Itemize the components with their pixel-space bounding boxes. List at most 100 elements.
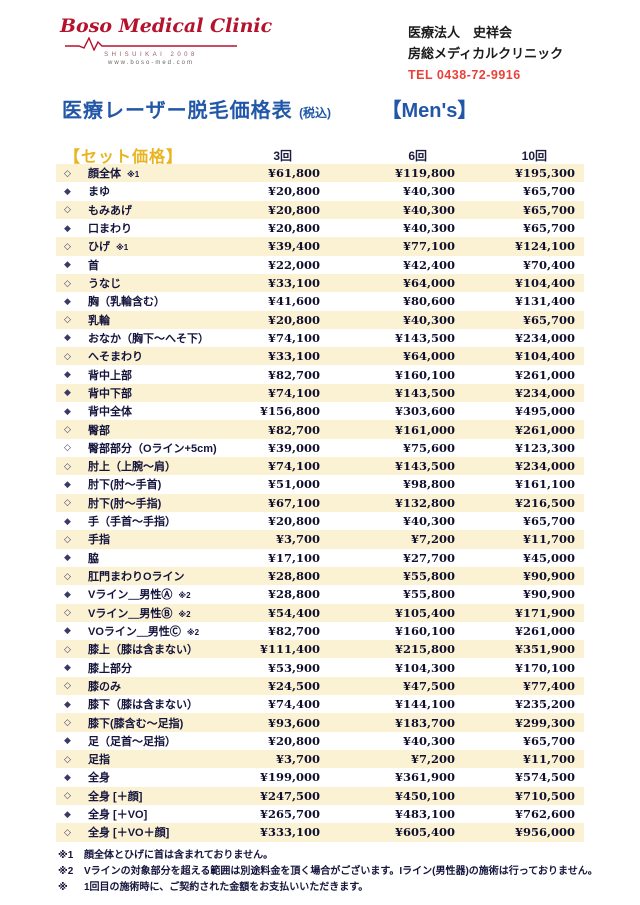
price-10times: ¥45,000 <box>522 550 575 565</box>
open-diamond-icon: ◇ <box>64 314 71 325</box>
filled-diamond-icon: ◆ <box>64 735 71 746</box>
price-3times: ¥82,700 <box>267 367 320 382</box>
price-row: ◇ 膝のみ ¥24,500 ¥47,500 ¥77,400 <box>56 676 584 696</box>
open-diamond-icon: ◇ <box>64 460 71 471</box>
set-price-label: 【セット価格】 <box>64 149 184 166</box>
table-header-row: 【セット価格】 3回 6回 10回 <box>56 143 584 167</box>
price-3times: ¥20,800 <box>267 312 320 327</box>
footnote-text: Vラインの対象部分を超える範囲は別途料金を頂く場合がございます。Iライン(男性器… <box>84 866 598 877</box>
filled-diamond-icon: ◆ <box>64 185 71 196</box>
price-3times: ¥111,400 <box>259 642 320 657</box>
filled-diamond-icon: ◆ <box>64 808 71 819</box>
price-6times: ¥144,100 <box>394 697 455 712</box>
price-row: ◆ 肘下(肘～手首) ¥51,000 ¥98,800 ¥161,100 <box>56 475 584 493</box>
price-3times: ¥33,100 <box>267 349 320 364</box>
item-name-cell: うなじ <box>88 274 220 292</box>
item-name-cell: 臀部 <box>88 421 220 439</box>
clinic-logo: Boso Medical Clinic SHISUIKAI 2008 www.b… <box>60 15 273 66</box>
filled-diamond-icon: ◆ <box>64 698 71 709</box>
price-3times: ¥74,100 <box>267 330 320 345</box>
item-name: 全身 <box>88 772 110 785</box>
item-name: 膝下（膝は含まない） <box>88 699 198 712</box>
price-6times: ¥160,100 <box>394 367 455 382</box>
price-row: ◇ Vライン＿男性Ⓑ ※2 ¥54,400 ¥105,400 ¥171,900 <box>56 603 584 622</box>
price-6times: ¥80,600 <box>402 294 455 309</box>
price-row: ◆ 背中全体 ¥156,800 ¥303,600 ¥495,000 <box>56 402 584 420</box>
item-name-cell: 全身 <box>88 768 220 786</box>
price-6times: ¥7,200 <box>410 532 455 547</box>
item-name: 全身 [＋VO] <box>88 809 148 822</box>
price-6times: ¥143,500 <box>394 330 455 345</box>
price-6times: ¥7,200 <box>410 752 455 767</box>
item-name: 肘上（上腕～肩） <box>88 461 176 474</box>
item-name: 膝のみ <box>88 680 121 693</box>
price-3times: ¥156,800 <box>259 404 320 419</box>
item-note: ※2 <box>178 609 191 619</box>
price-6times: ¥75,600 <box>402 440 455 455</box>
price-3times: ¥20,800 <box>267 221 320 236</box>
item-name: 口まわり <box>88 223 132 236</box>
item-name: ひげ <box>88 241 110 254</box>
price-3times: ¥33,100 <box>267 276 320 291</box>
item-name: 首 <box>88 259 99 272</box>
price-3times: ¥82,700 <box>267 623 320 638</box>
item-name-cell: 手指 <box>88 530 220 548</box>
item-name-cell: 膝下(膝含む～足指) <box>88 714 220 732</box>
price-10times: ¥65,700 <box>522 221 575 236</box>
price-row: ◇ 顔全体 ※1 ¥61,800 ¥119,800 ¥195,300 <box>56 164 584 183</box>
price-10times: ¥104,400 <box>514 276 575 291</box>
price-6times: ¥450,100 <box>394 788 455 803</box>
price-6times: ¥27,700 <box>402 550 455 565</box>
price-10times: ¥65,700 <box>522 202 575 217</box>
price-3times: ¥51,000 <box>267 477 320 492</box>
item-name: 肘下(肘～手首) <box>88 479 162 492</box>
price-row: ◇ ひげ ※1 ¥39,400 ¥77,100 ¥124,100 <box>56 237 584 256</box>
clinic-logo-text: Boso Medical Clinic <box>60 15 273 37</box>
open-diamond-icon: ◇ <box>64 350 71 361</box>
open-diamond-icon: ◇ <box>64 717 71 728</box>
price-10times: ¥161,100 <box>514 477 575 492</box>
page-title-row: 医療レーザー脱毛価格表 (税込) 【Men's】 <box>62 94 477 123</box>
price-6times: ¥64,000 <box>402 276 455 291</box>
heartbeat-icon <box>65 36 237 51</box>
item-name-cell: 膝上（膝は含まない） <box>88 640 220 658</box>
price-10times: ¥65,700 <box>522 184 575 199</box>
price-6times: ¥42,400 <box>402 257 455 272</box>
price-6times: ¥40,300 <box>402 202 455 217</box>
price-3times: ¥39,400 <box>267 239 320 254</box>
price-row: ◇ うなじ ¥33,100 ¥64,000 ¥104,400 <box>56 273 584 293</box>
price-row: ◆ 手（手首～手指） ¥20,800 ¥40,300 ¥65,700 <box>56 512 584 530</box>
open-diamond-icon: ◇ <box>64 607 71 618</box>
item-name-cell: 胸（乳輪含む） <box>88 292 220 310</box>
item-name-cell: 口まわり <box>88 219 220 237</box>
price-6times: ¥40,300 <box>402 184 455 199</box>
price-row: ◆ 口まわり ¥20,800 ¥40,300 ¥65,700 <box>56 219 584 237</box>
clinic-corporate-name: 医療法人 史祥会 <box>408 25 513 40</box>
price-10times: ¥261,000 <box>514 422 575 437</box>
item-name-cell: 全身 [＋VO] <box>88 805 220 823</box>
price-3times: ¥39,000 <box>267 440 320 455</box>
item-name: 全身 [＋VO＋顔] <box>88 827 170 840</box>
price-6times: ¥55,800 <box>402 587 455 602</box>
price-row: ◇ 全身 [＋VO＋顔] ¥333,100 ¥605,400 ¥956,000 <box>56 823 584 842</box>
price-10times: ¥104,400 <box>514 349 575 364</box>
item-name: 膝下(膝含む～足指) <box>88 717 184 730</box>
open-diamond-icon: ◇ <box>64 167 71 178</box>
price-10times: ¥131,400 <box>514 294 575 309</box>
open-diamond-icon: ◇ <box>64 790 71 801</box>
item-name-cell: 全身 [＋顔] <box>88 787 220 805</box>
price-10times: ¥261,000 <box>514 623 575 638</box>
item-name-cell: VOライン＿男性Ⓒ ※2 <box>88 622 220 640</box>
price-10times: ¥710,500 <box>514 788 575 803</box>
price-row: ◆ 膝下（膝は含まない） ¥74,400 ¥144,100 ¥235,200 <box>56 695 584 713</box>
price-10times: ¥123,300 <box>514 440 575 455</box>
footnote-text: 1回目の施術時に、ご契約された金額をお支払いいただきます。 <box>84 882 369 893</box>
item-name: Vライン＿男性Ⓑ <box>88 607 173 620</box>
item-name: うなじ <box>88 278 121 291</box>
price-row: ◆ 首 ¥22,000 ¥42,400 ¥70,400 <box>56 256 584 274</box>
price-row: ◆ 背中上部 ¥82,700 ¥160,100 ¥261,000 <box>56 365 584 383</box>
price-3times: ¥74,100 <box>267 385 320 400</box>
item-name-cell: おなか（胸下～へそ下） <box>88 329 220 347</box>
price-6times: ¥77,100 <box>402 239 455 254</box>
filled-diamond-icon: ◆ <box>64 405 71 416</box>
